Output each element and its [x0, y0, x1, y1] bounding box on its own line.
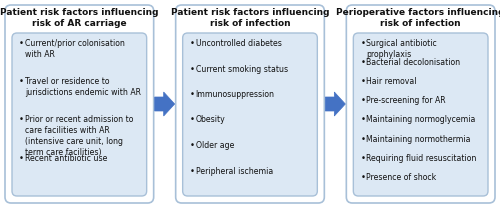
- Text: Presence of shock: Presence of shock: [366, 173, 436, 182]
- Text: •: •: [190, 166, 194, 176]
- Text: •: •: [360, 115, 366, 125]
- Text: •: •: [360, 77, 366, 86]
- Text: Older age: Older age: [196, 141, 234, 150]
- Text: Hair removal: Hair removal: [366, 77, 417, 86]
- Text: •: •: [360, 154, 366, 163]
- Text: Pre-screening for AR: Pre-screening for AR: [366, 96, 446, 105]
- Text: •: •: [190, 90, 194, 99]
- Text: Requiring fluid resuscitation: Requiring fluid resuscitation: [366, 154, 476, 163]
- Text: Patient risk factors influencing
risk of AR carriage: Patient risk factors influencing risk of…: [0, 8, 158, 28]
- Text: Current/prior colonisation
with AR: Current/prior colonisation with AR: [25, 39, 125, 59]
- Text: •: •: [190, 115, 194, 125]
- Text: Obesity: Obesity: [196, 115, 226, 125]
- FancyBboxPatch shape: [12, 33, 146, 196]
- Text: Travel or residence to
jurisdictions endemic with AR: Travel or residence to jurisdictions end…: [25, 77, 141, 97]
- FancyBboxPatch shape: [182, 33, 318, 196]
- Text: Perioperative factors influencing
risk of infection: Perioperative factors influencing risk o…: [336, 8, 500, 28]
- Text: Bacterial decolonisation: Bacterial decolonisation: [366, 58, 460, 67]
- Polygon shape: [326, 92, 345, 116]
- FancyBboxPatch shape: [5, 5, 154, 203]
- Text: •: •: [190, 141, 194, 150]
- Text: Maintaining normothermia: Maintaining normothermia: [366, 135, 471, 144]
- Text: •: •: [360, 173, 366, 182]
- Text: Patient risk factors influencing
risk of infection: Patient risk factors influencing risk of…: [171, 8, 329, 28]
- Text: Current smoking status: Current smoking status: [196, 64, 288, 73]
- Text: •: •: [19, 115, 24, 125]
- Text: •: •: [19, 77, 24, 86]
- Text: Prior or recent admission to
care facilities with AR
(intensive care unit, long
: Prior or recent admission to care facili…: [25, 115, 134, 157]
- Text: •: •: [19, 39, 24, 48]
- Text: •: •: [190, 39, 194, 48]
- Text: Immunosuppression: Immunosuppression: [196, 90, 274, 99]
- Text: •: •: [360, 58, 366, 67]
- FancyBboxPatch shape: [346, 5, 495, 203]
- FancyBboxPatch shape: [176, 5, 324, 203]
- Text: Uncontrolled diabetes: Uncontrolled diabetes: [196, 39, 282, 48]
- Text: •: •: [19, 154, 24, 163]
- Text: Peripheral ischemia: Peripheral ischemia: [196, 166, 273, 176]
- Text: •: •: [360, 96, 366, 105]
- Text: Maintaining normoglycemia: Maintaining normoglycemia: [366, 115, 476, 125]
- Polygon shape: [154, 92, 174, 116]
- Text: •: •: [360, 39, 366, 48]
- Text: Recent antibiotic use: Recent antibiotic use: [25, 154, 107, 163]
- FancyBboxPatch shape: [354, 33, 488, 196]
- Text: Surgical antibiotic
prophylaxis: Surgical antibiotic prophylaxis: [366, 39, 437, 59]
- Text: •: •: [360, 135, 366, 144]
- Text: •: •: [190, 64, 194, 73]
